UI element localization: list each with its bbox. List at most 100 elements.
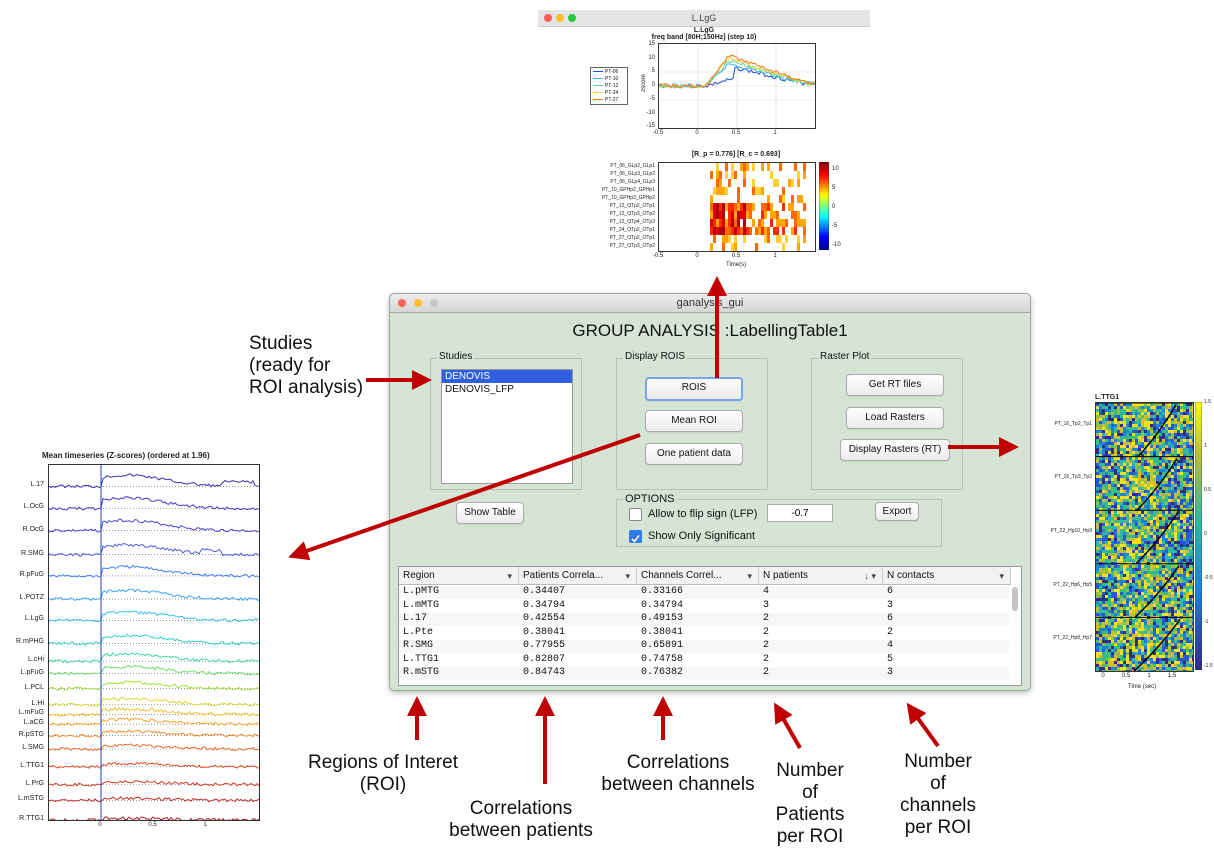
- raster-pixel: [1189, 409, 1192, 412]
- raster-pixel: [1174, 520, 1177, 523]
- table-row[interactable]: R.mSTG 0.84743 0.76382 2 3: [399, 667, 1009, 680]
- column-header[interactable]: Region ▾: [399, 567, 519, 585]
- raster-pixel: [1174, 466, 1177, 469]
- zoom-dot-icon[interactable]: [568, 14, 576, 22]
- table-cell: 0.77955: [523, 640, 566, 651]
- raster-pixel: [1177, 517, 1180, 520]
- raster-pixel: [1150, 463, 1153, 466]
- rois-button[interactable]: ROIS: [645, 377, 743, 401]
- export-button[interactable]: Export: [875, 502, 919, 521]
- column-header[interactable]: Patients Correla... ▾: [519, 567, 637, 585]
- raster-pixel: [1150, 535, 1153, 538]
- raster-pixel: [1111, 565, 1114, 568]
- raster-pixel: [1183, 520, 1186, 523]
- raster-pixel: [1189, 448, 1192, 451]
- raster-pixel: [1159, 559, 1162, 562]
- close-button-icon[interactable]: [398, 299, 406, 307]
- table-row[interactable]: L.17 0.42554 0.49153 2 6: [399, 613, 1009, 626]
- mean-roi-button[interactable]: Mean ROI: [645, 410, 743, 432]
- raster-pixel: [1132, 442, 1135, 445]
- raster-pixel: [1096, 538, 1099, 541]
- chevron-down-icon[interactable]: ▾: [507, 571, 512, 581]
- raster-pixel: [1156, 577, 1159, 580]
- table-row[interactable]: L.mMTG 0.34794 0.34794 3 3: [399, 600, 1009, 613]
- study-item-denovis[interactable]: DENOVIS: [442, 370, 572, 383]
- raster-pixel: [1114, 433, 1117, 436]
- raster-colorbar-tick: -1: [1204, 619, 1209, 625]
- threshold-input[interactable]: [767, 504, 833, 522]
- heatmap-cell: [797, 211, 800, 219]
- table-row[interactable]: L.pMTG 0.34407 0.33166 4 6: [399, 586, 1009, 599]
- table-row[interactable]: L.TTG1 0.82807 0.74758 2 5: [399, 654, 1009, 667]
- raster-pixel: [1144, 532, 1147, 535]
- raster-pixel: [1189, 430, 1192, 433]
- raster-pixel: [1126, 412, 1129, 415]
- column-header[interactable]: N contacts ▾: [883, 567, 1011, 585]
- raster-pixel: [1111, 547, 1114, 550]
- table-scrollbar[interactable]: [1012, 587, 1018, 611]
- close-dot-icon[interactable]: [544, 14, 552, 22]
- raster-pixel: [1126, 433, 1129, 436]
- raster-pixel: [1096, 415, 1099, 418]
- raster-pixel: [1120, 667, 1123, 670]
- top-figure-title: L.LgG: [693, 27, 715, 34]
- load-rasters-button[interactable]: Load Rasters: [846, 407, 944, 429]
- sort-descending-icon[interactable]: ↓ ▾: [864, 571, 876, 581]
- minimize-button-icon[interactable]: [414, 299, 422, 307]
- chevron-down-icon[interactable]: ▾: [999, 571, 1004, 581]
- raster-pixel: [1165, 586, 1168, 589]
- zscore-ytick: 10: [648, 54, 655, 61]
- table-row[interactable]: R.SMG 0.77955 0.65891 2 4: [399, 640, 1009, 653]
- raster-pixel: [1174, 403, 1177, 406]
- raster-pixel: [1111, 457, 1114, 460]
- raster-pixel: [1162, 502, 1165, 505]
- zoom-button-icon[interactable]: [430, 299, 438, 307]
- raster-pixel: [1165, 469, 1168, 472]
- get-rt-files-button[interactable]: Get RT files: [846, 374, 944, 396]
- flip-sign-checkbox[interactable]: [629, 508, 642, 521]
- raster-pixel: [1189, 643, 1192, 646]
- raster-pixel: [1168, 442, 1171, 445]
- raster-pixel: [1162, 571, 1165, 574]
- minimize-dot-icon[interactable]: [556, 14, 564, 22]
- raster-pixel: [1117, 502, 1120, 505]
- show-significant-checkbox[interactable]: [629, 530, 642, 543]
- chevron-down-icon[interactable]: ▾: [747, 571, 752, 581]
- raster-pixel: [1150, 409, 1153, 412]
- raster-pixel: [1123, 433, 1126, 436]
- raster-pixel: [1135, 574, 1138, 577]
- raster-pixel: [1117, 490, 1120, 493]
- raster-pixel: [1186, 658, 1189, 661]
- raster-pixel: [1141, 520, 1144, 523]
- raster-pixel: [1135, 598, 1138, 601]
- raster-pixel: [1171, 529, 1174, 532]
- raster-pixel: [1144, 565, 1147, 568]
- raster-pixel: [1102, 433, 1105, 436]
- column-header[interactable]: N patients ↓ ▾: [759, 567, 883, 585]
- raster-pixel: [1177, 580, 1180, 583]
- column-header[interactable]: Channels Correl... ▾: [637, 567, 759, 585]
- raster-pixel: [1171, 454, 1174, 457]
- raster-pixel: [1174, 511, 1177, 514]
- raster-pixel: [1180, 643, 1183, 646]
- raster-pixel: [1156, 514, 1159, 517]
- raster-pixel: [1123, 526, 1126, 529]
- raster-pixel: [1096, 634, 1099, 637]
- raster-pixel: [1186, 559, 1189, 562]
- table-row[interactable]: L.Pte 0.38041 0.38041 2 2: [399, 627, 1009, 640]
- raster-pixel: [1096, 466, 1099, 469]
- raster-pixel: [1150, 595, 1153, 598]
- raster-pixel: [1138, 589, 1141, 592]
- raster-pixel: [1138, 553, 1141, 556]
- raster-pixel: [1177, 541, 1180, 544]
- roi-table[interactable]: Region ▾ Patients Correla... ▾ Channels Corr…: [398, 566, 1022, 686]
- show-table-button[interactable]: Show Table: [456, 502, 524, 524]
- raster-pixel: [1159, 496, 1162, 499]
- raster-colorbar-tick: 0: [1204, 531, 1207, 537]
- one-patient-data-button[interactable]: One patient data: [645, 443, 743, 465]
- display-rasters-button[interactable]: Display Rasters (RT): [840, 439, 950, 461]
- study-item-denovis-lfp[interactable]: DENOVIS_LFP: [445, 384, 514, 395]
- chevron-down-icon[interactable]: ▾: [625, 571, 630, 581]
- raster-pixel: [1120, 529, 1123, 532]
- studies-listbox[interactable]: DENOVIS DENOVIS_LFP: [441, 369, 573, 484]
